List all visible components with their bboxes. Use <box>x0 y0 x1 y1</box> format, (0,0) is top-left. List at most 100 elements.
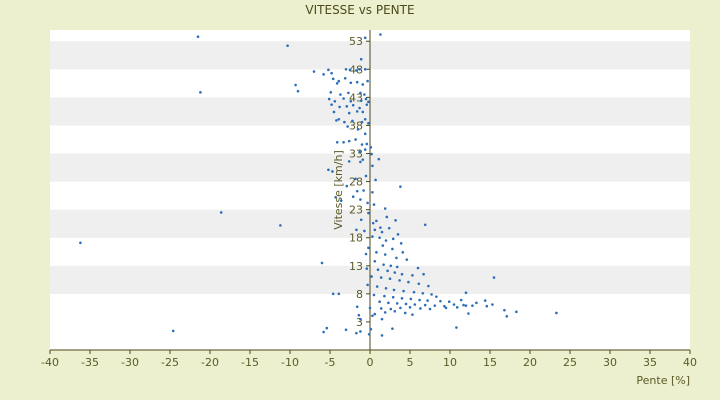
data-point <box>367 100 370 104</box>
data-point <box>399 185 402 188</box>
data-point <box>344 67 348 71</box>
x-axis: -40 -35 -30 -25 -20 -15 -10 -5 0 5 10 15 20 25 30 35 40 <box>41 349 697 369</box>
data-point <box>335 119 338 122</box>
data-point <box>455 306 459 309</box>
data-point <box>384 239 388 242</box>
data-point <box>391 327 394 330</box>
data-point <box>355 189 359 193</box>
data-point <box>483 299 487 302</box>
data-point <box>395 302 399 305</box>
data-point <box>354 177 357 181</box>
data-point <box>375 251 378 254</box>
data-point <box>491 303 494 306</box>
data-point <box>367 246 370 250</box>
data-point <box>361 83 365 86</box>
data-point <box>404 302 408 306</box>
data-point <box>354 138 357 141</box>
data-point <box>347 91 350 95</box>
data-point <box>376 268 380 272</box>
data-point <box>391 237 395 241</box>
data-point <box>375 285 379 288</box>
data-point <box>400 272 404 276</box>
data-point <box>394 219 397 222</box>
data-point <box>416 266 420 270</box>
data-point <box>379 33 382 36</box>
chart-title: VITESSE vs PENTE <box>305 3 414 17</box>
data-point <box>332 110 336 114</box>
data-point <box>331 77 335 81</box>
data-point <box>359 160 362 164</box>
data-point <box>467 312 470 315</box>
data-point <box>364 174 368 178</box>
data-point <box>377 157 381 161</box>
data-point <box>401 251 405 254</box>
data-point <box>366 79 369 83</box>
data-point <box>347 139 351 143</box>
data-point <box>363 93 366 96</box>
data-point <box>334 195 337 199</box>
data-point <box>357 313 361 317</box>
data-point <box>327 168 330 172</box>
y-tick-label: 53 <box>349 35 363 48</box>
data-point <box>351 119 354 123</box>
data-point <box>366 283 369 287</box>
data-point <box>347 160 351 163</box>
data-point <box>407 280 410 284</box>
data-point <box>459 298 463 302</box>
y-tick-label: 8 <box>356 288 363 301</box>
data-point <box>325 326 329 330</box>
data-point <box>351 103 355 107</box>
data-point <box>383 207 387 210</box>
data-point <box>426 299 429 302</box>
data-point <box>322 73 325 76</box>
data-point <box>363 148 367 151</box>
data-point <box>294 83 297 87</box>
data-point <box>412 290 416 294</box>
data-point <box>400 297 404 300</box>
data-point <box>421 291 425 295</box>
data-point <box>355 331 358 335</box>
data-point <box>372 203 376 206</box>
data-point <box>355 305 359 309</box>
data-point <box>418 298 421 302</box>
data-point <box>355 69 358 72</box>
data-point <box>396 233 400 236</box>
data-point <box>344 328 348 332</box>
data-point <box>355 110 359 113</box>
data-point <box>433 304 437 307</box>
x-tick-label: -5 <box>325 356 336 369</box>
data-point <box>337 292 341 296</box>
x-tick-label: 0 <box>367 356 374 369</box>
x-tick-label: -15 <box>241 356 259 369</box>
data-point <box>360 120 364 124</box>
data-point <box>372 293 376 297</box>
data-point <box>363 229 366 233</box>
data-point <box>515 310 518 314</box>
data-point <box>380 230 384 234</box>
data-point <box>358 67 361 71</box>
data-point <box>393 271 397 274</box>
data-point <box>435 295 438 298</box>
data-point <box>79 241 82 245</box>
data-point <box>365 103 369 106</box>
data-point <box>364 97 368 101</box>
x-tick-label: -10 <box>281 356 299 369</box>
data-point <box>279 224 282 227</box>
x-axis-title: Pente [%] <box>636 374 690 387</box>
data-point <box>342 140 345 144</box>
data-point <box>371 190 374 194</box>
data-point <box>471 304 474 307</box>
data-point <box>464 291 468 295</box>
data-point <box>422 272 425 276</box>
data-point <box>382 263 385 266</box>
data-point <box>378 300 381 304</box>
data-point <box>383 294 386 298</box>
data-point <box>371 164 374 168</box>
data-point <box>363 117 367 121</box>
data-point <box>359 99 363 103</box>
data-point <box>219 211 223 214</box>
data-point <box>360 143 364 146</box>
data-point <box>349 81 353 85</box>
data-point <box>366 201 369 205</box>
